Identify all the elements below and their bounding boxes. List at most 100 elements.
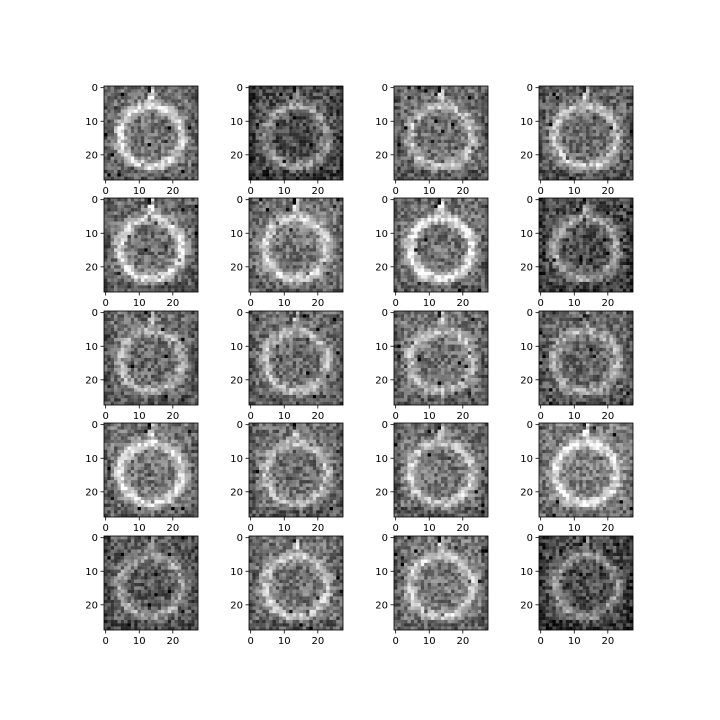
image-cell <box>417 198 422 202</box>
image-cell <box>181 159 185 164</box>
image-cell <box>137 146 142 150</box>
image-cell <box>249 211 253 215</box>
image-cell <box>181 99 185 103</box>
image-cell <box>265 265 270 269</box>
image-cell <box>130 153 135 157</box>
image-cell <box>312 96 317 100</box>
image-cell <box>181 234 185 239</box>
image-cell <box>555 122 560 127</box>
image-cell <box>104 221 108 226</box>
image-cell <box>120 258 125 262</box>
image-cell <box>589 136 593 140</box>
image-cell <box>249 221 253 226</box>
image-cell <box>279 201 283 205</box>
image-cell <box>296 126 300 130</box>
image-cell <box>616 143 620 147</box>
image-cell <box>269 159 273 164</box>
image-cell <box>394 153 398 157</box>
image-cell <box>161 224 165 229</box>
image-cell <box>154 228 158 232</box>
image-cell <box>306 208 310 212</box>
image-cell <box>164 211 168 215</box>
image-cell <box>602 163 607 167</box>
image-cell <box>130 92 135 97</box>
image-cell <box>586 156 590 161</box>
image-cell <box>434 86 438 90</box>
image-cell <box>451 136 455 140</box>
image-cell <box>454 106 458 110</box>
image-cell <box>467 156 472 161</box>
image-cell <box>451 218 455 222</box>
image-cell <box>299 109 303 114</box>
image-cell <box>164 261 168 266</box>
image-cell <box>137 112 142 117</box>
image-cell <box>329 278 334 283</box>
image-cell <box>397 119 401 124</box>
image-cell <box>275 163 280 167</box>
image-cell <box>292 173 297 177</box>
image-cell <box>292 214 297 219</box>
image-cell <box>181 214 185 219</box>
image-cell <box>555 149 560 154</box>
image-cell <box>596 116 600 120</box>
image-cell <box>562 159 567 164</box>
image-cell <box>120 231 125 236</box>
image-cell <box>110 146 115 150</box>
image-cell <box>309 156 313 161</box>
image-cell <box>144 146 148 150</box>
image-cell <box>586 129 590 134</box>
image-cell <box>626 89 630 93</box>
image-cell <box>599 149 603 154</box>
image-cell <box>312 204 317 209</box>
image-cell <box>322 221 327 226</box>
image-cell <box>269 278 273 283</box>
image-cell <box>447 129 452 134</box>
image-cell <box>285 149 290 154</box>
image-cell <box>171 173 175 177</box>
image-cell <box>575 119 580 124</box>
image-cell <box>104 126 108 130</box>
image-cell <box>302 146 307 150</box>
image-cell <box>312 208 317 212</box>
image-cell <box>400 159 405 164</box>
image-cell <box>120 146 125 150</box>
image-cell <box>272 146 277 150</box>
y-tick-label: 20 <box>230 262 243 273</box>
image-cell <box>259 224 263 229</box>
image-cell <box>471 201 475 205</box>
image-cell <box>272 166 277 171</box>
image-cell <box>602 89 607 93</box>
image-cell <box>414 221 418 226</box>
image-cell <box>316 176 320 181</box>
image-cell <box>316 281 320 286</box>
image-cell <box>629 153 634 157</box>
image-cell <box>164 231 168 236</box>
image-cell <box>279 119 283 124</box>
image-cell <box>481 116 485 120</box>
image-cell <box>302 204 307 209</box>
image-cell <box>616 136 620 140</box>
image-cell <box>430 99 435 103</box>
image-cell <box>336 265 340 269</box>
image-cell <box>589 169 593 174</box>
image-cell <box>572 136 577 140</box>
image-cell <box>296 159 300 164</box>
image-cell <box>269 198 273 202</box>
image-cell <box>612 159 617 164</box>
image-cell <box>134 139 138 144</box>
image-cell <box>319 268 324 273</box>
image-cell <box>575 159 580 164</box>
image-cell <box>407 201 411 205</box>
image-cell <box>332 149 337 154</box>
image-cell <box>579 143 583 147</box>
image-cell <box>427 96 432 100</box>
image-cell <box>464 149 469 154</box>
image-cell <box>167 139 172 144</box>
image-cell <box>114 218 118 222</box>
image-cell <box>117 251 121 256</box>
image-cell <box>167 288 172 293</box>
image-cell <box>269 133 273 137</box>
image-cell <box>117 238 121 242</box>
image-cell <box>127 153 132 157</box>
image-cell <box>289 96 293 100</box>
